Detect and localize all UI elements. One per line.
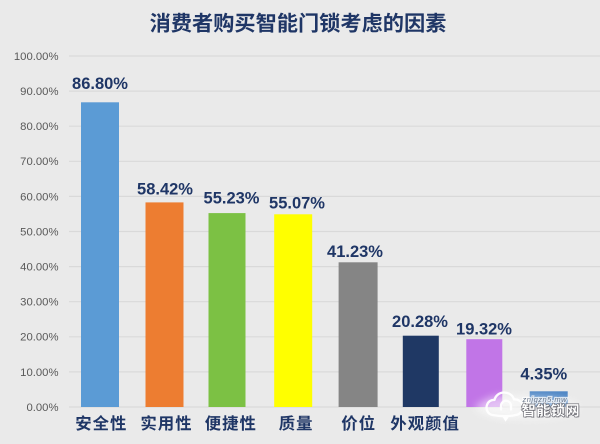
svg-text:41.23%: 41.23% (327, 243, 383, 261)
svg-text:znjgzn5.mw: znjgzn5.mw (522, 395, 568, 404)
svg-text:30.00%: 30.00% (20, 297, 58, 309)
svg-text:20.00%: 20.00% (20, 332, 58, 344)
svg-text:55.07%: 55.07% (269, 195, 325, 213)
svg-text:4.35%: 4.35% (520, 366, 567, 384)
svg-text:19.32%: 19.32% (456, 321, 512, 339)
svg-text:10.00%: 10.00% (20, 367, 58, 379)
svg-text:20.28%: 20.28% (392, 313, 448, 331)
svg-text:100.00%: 100.00% (14, 51, 59, 63)
svg-text:60.00%: 60.00% (20, 191, 58, 203)
svg-text:znjgzn5.mw: znjgzn5.mw (522, 395, 568, 404)
svg-text:58.42%: 58.42% (137, 181, 193, 199)
svg-text:50.00%: 50.00% (20, 226, 58, 238)
svg-text:0.00%: 0.00% (26, 402, 58, 414)
svg-text:86.80%: 86.80% (72, 75, 128, 93)
svg-text:70.00%: 70.00% (20, 156, 58, 168)
svg-text:80.00%: 80.00% (20, 121, 58, 133)
svg-text:55.23%: 55.23% (204, 189, 260, 207)
svg-text:40.00%: 40.00% (20, 262, 58, 274)
svg-text:90.00%: 90.00% (20, 86, 58, 98)
